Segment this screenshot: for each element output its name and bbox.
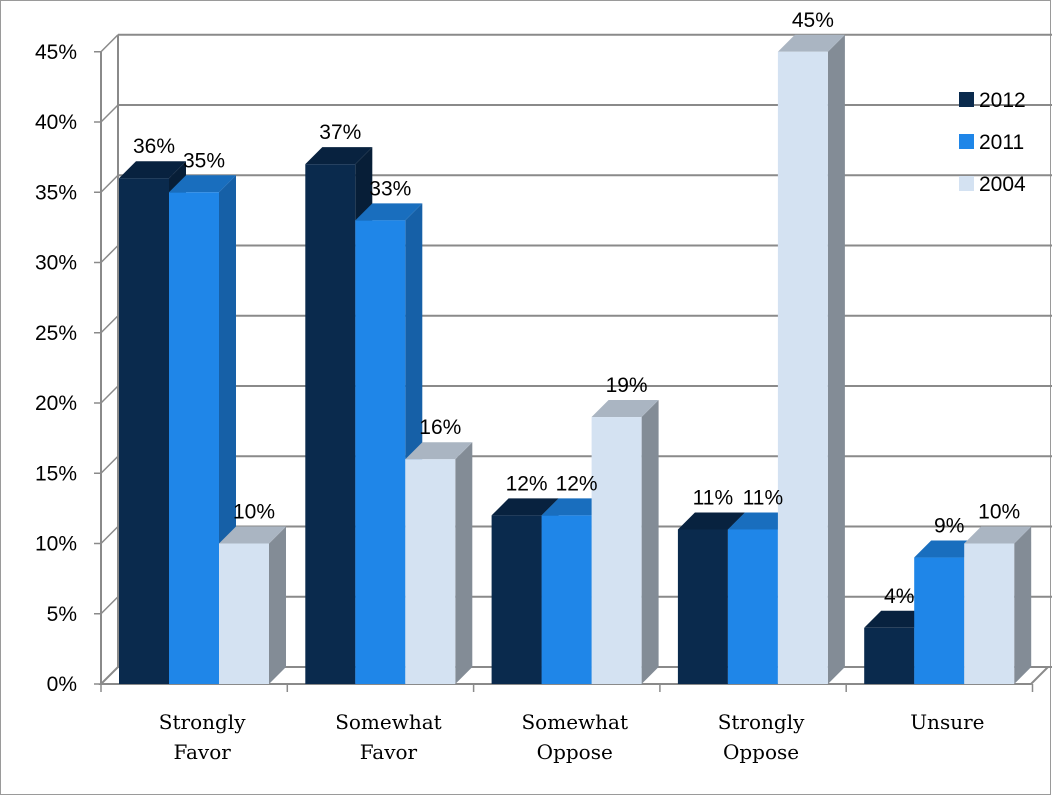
y-tick-label: 30% [35, 252, 77, 275]
bar-side [455, 442, 473, 684]
bar-side [1014, 526, 1032, 684]
data-labels: 36% 35% 10% 37% 33% 16% 12% 12% 19% 11% 11% 45% 4% 9%… [133, 9, 1020, 608]
data-label: 10% [233, 501, 275, 524]
gridline-depth [100, 455, 119, 474]
bar-top [169, 175, 236, 193]
y-tick-label: 10% [35, 533, 77, 556]
x-category-label: Strongly Oppose [718, 710, 805, 764]
bar-2004 [591, 400, 659, 684]
bar-front [777, 51, 828, 684]
data-label: 12% [506, 472, 548, 495]
bar-front [219, 543, 269, 684]
bar-side [827, 34, 845, 684]
bar-2004 [405, 442, 473, 684]
y-tick-label: 45% [35, 41, 77, 64]
data-label: 35% [183, 149, 225, 172]
data-label: 19% [606, 374, 648, 397]
gridline-depth [100, 34, 119, 53]
x-category-label: Somewhat Oppose [521, 710, 628, 764]
data-label: 10% [978, 501, 1020, 524]
gridline-depth [100, 596, 119, 615]
bar-front [914, 557, 965, 684]
gridline-depth [100, 174, 119, 193]
bar-2004 [964, 526, 1032, 684]
bar-2011 [355, 203, 423, 684]
bar-front [491, 515, 542, 684]
bar-front [964, 543, 1015, 684]
gridline-depth [100, 385, 119, 404]
bar-front [677, 529, 728, 684]
bar-front [405, 459, 456, 684]
data-label: 11% [693, 486, 733, 509]
bar-front [169, 192, 219, 684]
y-tick-label: 35% [35, 181, 77, 204]
y-tick-label: 40% [35, 111, 77, 134]
gridline-depth [100, 244, 119, 264]
bars [119, 34, 1032, 684]
data-label: 11% [743, 486, 783, 509]
x-category-label: Somewhat Favor [335, 710, 442, 764]
legend-label: 2012 [979, 89, 1026, 112]
data-label: 16% [419, 416, 461, 439]
y-tick-label: 15% [35, 462, 77, 485]
bar-top [491, 498, 559, 516]
data-label: 37% [319, 121, 361, 144]
gridline-depth [100, 104, 119, 123]
bar-side [641, 400, 659, 684]
x-category-label: Unsure [910, 710, 984, 734]
y-tick-label: 20% [35, 392, 77, 415]
gridline-depth [100, 525, 119, 545]
data-label: 45% [792, 9, 834, 32]
bar-top [405, 442, 473, 460]
legend-swatch [959, 134, 974, 149]
bar-top [355, 203, 423, 221]
legend: 2012 2011 2004 [959, 89, 1026, 196]
x-axis-categories: Strongly Favor Somewhat Favor Somewhat Oppose… [159, 710, 985, 764]
data-label: 33% [369, 177, 411, 200]
bar-side [269, 526, 286, 684]
bar-top [305, 147, 373, 165]
bar-front [727, 529, 778, 684]
legend-swatch [959, 92, 974, 107]
x-category-label: Strongly Favor [159, 710, 246, 764]
y-tick-label: 5% [47, 603, 77, 626]
data-label: 4% [884, 585, 914, 608]
data-label: 12% [556, 472, 598, 495]
bar-front [864, 627, 915, 684]
gridline-depth [100, 315, 119, 334]
bar-front [355, 220, 406, 684]
legend-label: 2011 [979, 131, 1024, 154]
y-tick-label: 0% [47, 673, 77, 696]
bar-top [777, 34, 845, 52]
data-label: 9% [934, 515, 964, 538]
bar-2004 [219, 526, 286, 684]
bar-2004 [777, 34, 845, 684]
bar-front [119, 178, 169, 684]
bar-top [677, 512, 745, 530]
bar-front [541, 515, 592, 684]
legend-label: 2004 [979, 173, 1026, 196]
bar-top [219, 526, 286, 544]
y-tick-label: 25% [35, 322, 77, 345]
bar-top [964, 526, 1032, 544]
bar-front [591, 417, 642, 684]
bar-front [305, 164, 356, 684]
bar-top [591, 400, 659, 418]
data-label: 36% [133, 135, 175, 158]
y-axis-ticks: 0% 5% 10% 15% 20% 25% 30% 35% 40% 45% [35, 41, 101, 696]
legend-swatch [959, 176, 974, 191]
bar-top [119, 161, 186, 179]
